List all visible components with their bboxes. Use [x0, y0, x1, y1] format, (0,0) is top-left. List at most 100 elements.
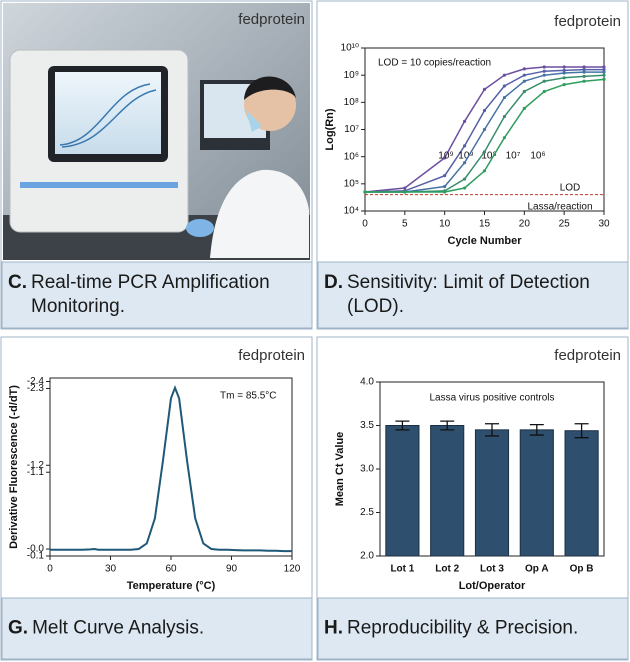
x-tick-label: 0	[47, 564, 53, 575]
point	[542, 89, 546, 94]
x-tick-label: Lot 3	[480, 564, 504, 575]
point	[522, 106, 526, 110]
point	[462, 161, 467, 165]
point	[462, 177, 467, 181]
x-tick-label: 20	[519, 219, 531, 230]
y-tick-label: -1.2	[27, 460, 45, 471]
series-label: 10⁷	[506, 151, 521, 162]
series-label: 10⁶	[530, 151, 545, 162]
caption-box	[317, 261, 629, 329]
x-tick-label: 90	[226, 564, 238, 575]
y-tick-label: -0.0	[27, 544, 45, 555]
point	[582, 79, 586, 83]
caption-letter: H.	[324, 618, 343, 639]
bar	[474, 429, 510, 557]
bar	[385, 425, 420, 557]
point	[443, 190, 447, 194]
y-axis-label: Mean Ct Value	[334, 432, 346, 507]
series-label: 10⁹	[438, 151, 453, 162]
caption-text: Reproducibility & Precision.	[347, 618, 578, 639]
point	[482, 169, 487, 173]
bar	[430, 425, 465, 557]
y-tick-label: 10¹⁰	[341, 43, 359, 54]
point	[403, 186, 407, 190]
caption-text: Real-time PCR Amplification	[31, 272, 270, 293]
point	[582, 65, 586, 69]
x-tick-label: Lot 2	[435, 564, 459, 575]
y-tick-label: 10⁷	[344, 124, 359, 135]
point	[562, 82, 566, 87]
caption-text: (LOD).	[347, 296, 404, 317]
point	[582, 70, 586, 74]
point	[562, 68, 566, 72]
x-axis-label: Cycle Number	[448, 235, 523, 247]
point	[443, 156, 447, 160]
x-tick-label: 30	[105, 564, 117, 575]
error-bar	[485, 423, 499, 437]
watermark: fedprotein	[554, 13, 621, 30]
point	[602, 77, 606, 81]
point	[582, 68, 586, 72]
point	[602, 68, 606, 72]
caption-box	[1, 261, 313, 329]
x-tick-label: 5	[402, 219, 408, 230]
annotation: Tm = 85.5°C	[220, 391, 277, 402]
watermark: fedprotein	[238, 11, 305, 28]
x-tick-label: 10	[439, 219, 451, 230]
y-tick-label: -2.3	[27, 383, 45, 394]
point	[482, 150, 487, 154]
y-tick-label: 2.0	[360, 551, 374, 562]
point	[363, 190, 367, 194]
point	[602, 65, 606, 69]
x-tick-label: 15	[479, 219, 491, 230]
point	[602, 73, 606, 77]
point	[602, 70, 606, 74]
point	[522, 79, 526, 83]
annotation: LOD = 10 copies/reaction	[378, 58, 491, 69]
watermark: fedprotein	[554, 347, 621, 364]
y-tick-label: 3.5	[360, 420, 374, 431]
y-tick-label: 2.5	[360, 507, 374, 518]
point	[462, 186, 467, 190]
y-tick-label: 10⁸	[344, 97, 359, 108]
point	[403, 190, 407, 194]
x-tick-label: Op B	[570, 564, 594, 575]
y-tick-label: 10⁵	[344, 178, 359, 189]
point	[443, 184, 447, 189]
point	[582, 74, 586, 79]
x-tick-label: Op A	[525, 564, 549, 575]
caption-letter: G.	[8, 618, 28, 639]
lab-photo	[3, 3, 310, 260]
point	[522, 73, 526, 77]
point	[482, 87, 487, 91]
y-tick-label: -2.4	[27, 376, 45, 387]
series-label: 10⁹	[458, 151, 473, 162]
point	[542, 65, 546, 69]
y-tick-label: -1.1	[27, 467, 45, 478]
point	[462, 144, 467, 148]
error-bar	[529, 423, 544, 436]
x-tick-label: 25	[559, 219, 571, 230]
y-tick-label: 10⁴	[344, 206, 359, 217]
point	[522, 89, 526, 94]
caption-box	[1, 597, 313, 660]
point	[542, 73, 546, 77]
point	[542, 79, 546, 83]
caption-box	[317, 597, 629, 660]
point	[562, 71, 566, 75]
watermark: fedprotein	[238, 347, 305, 364]
y-tick-label: 10⁹	[344, 70, 359, 81]
error-bar	[395, 420, 410, 431]
point	[443, 174, 447, 178]
point	[462, 119, 467, 123]
x-tick-label: 60	[165, 564, 177, 575]
point	[502, 73, 507, 77]
x-axis-label: Temperature (°C)	[127, 580, 216, 592]
caption-text: Monitoring.	[31, 296, 125, 317]
annotation: LOD	[560, 183, 581, 194]
x-axis-label: Lot/Operator	[459, 580, 526, 592]
point	[482, 127, 487, 132]
y-tick-label: -0.1	[27, 551, 45, 562]
point	[542, 69, 546, 73]
